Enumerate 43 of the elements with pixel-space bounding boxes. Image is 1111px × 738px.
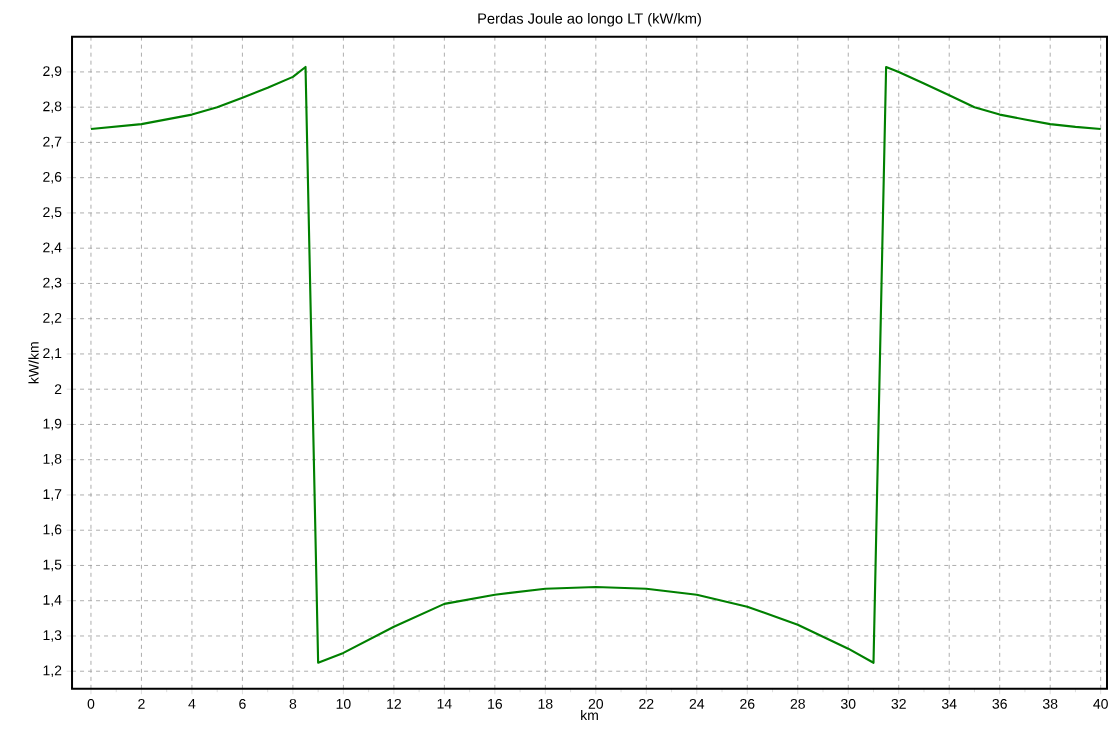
x-tick-label: 2 — [138, 698, 145, 709]
x-tick-label: 28 — [790, 698, 805, 709]
x-tick-label: 40 — [1093, 698, 1108, 709]
y-tick-label: 2,3 — [43, 277, 62, 290]
x-tick-label: 26 — [740, 698, 755, 709]
x-tick-label: 22 — [639, 698, 654, 709]
x-axis-title: km — [581, 709, 598, 721]
y-tick-label: 2,1 — [43, 348, 62, 360]
y-tick-label: 2,2 — [43, 312, 62, 325]
chart-title: Perdas Joule ao longo LT (kW/km) — [478, 12, 701, 27]
y-tick-label: 1,7 — [43, 489, 62, 501]
y-tick-label: 1,2 — [43, 665, 62, 677]
y-tick-label: 2,5 — [43, 207, 62, 219]
x-tick-label: 0 — [87, 698, 95, 709]
x-tick-label: 38 — [1042, 698, 1058, 709]
x-tick-label: 14 — [437, 698, 452, 709]
x-tick-label: 32 — [891, 698, 906, 709]
y-tick-label: 2,7 — [43, 136, 62, 149]
y-tick-label: 1,3 — [43, 630, 62, 642]
x-tick-label: 34 — [941, 698, 957, 709]
x-tick-label: 12 — [387, 698, 401, 709]
x-tick-label: 20 — [588, 698, 604, 709]
x-tick-label: 8 — [289, 698, 297, 709]
line-series — [89, 65, 1102, 664]
y-tick-label: 2 — [54, 384, 62, 394]
y-tick-label: 1,6 — [43, 524, 62, 536]
x-tick-label: 4 — [188, 698, 196, 709]
y-tick-label: 2,9 — [43, 66, 62, 78]
x-tick-label: 16 — [488, 698, 503, 709]
x-tick-label: 10 — [336, 698, 351, 709]
y-tick-label: 1,9 — [43, 418, 62, 431]
y-tick-label: 1,5 — [43, 559, 62, 572]
x-tick-label: 36 — [992, 698, 1007, 709]
y-tick-label: 1,8 — [43, 453, 62, 466]
y-axis-title: kW/km — [28, 342, 39, 384]
y-tick-label: 2,4 — [43, 242, 62, 254]
y-tick-label: 1,4 — [43, 594, 62, 607]
y-tick-label: 2,8 — [43, 101, 62, 113]
x-tick-label: 18 — [538, 698, 553, 709]
x-tick-label: 24 — [689, 698, 705, 709]
y-tick-label: 2,6 — [43, 171, 62, 184]
x-tick-label: 6 — [239, 698, 246, 709]
x-tick-label: 30 — [840, 698, 856, 709]
